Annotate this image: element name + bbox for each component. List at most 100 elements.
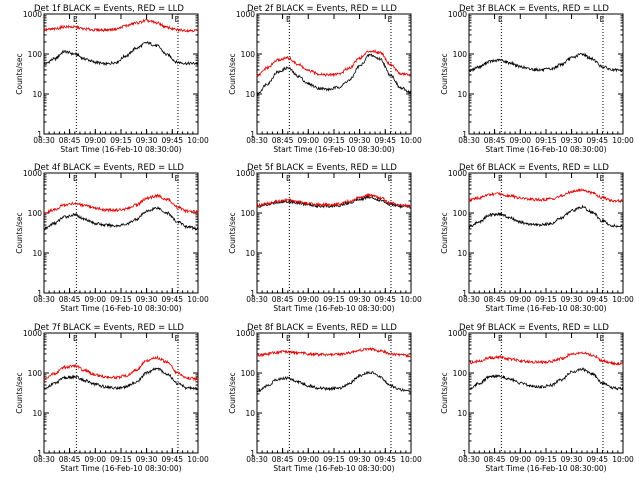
y-axis-label: Counts/sec: [15, 212, 24, 253]
y-tick-label: 10: [457, 249, 467, 258]
x-tick-label: 09:45: [161, 455, 183, 464]
marker-label: E: [498, 334, 503, 343]
x-axis-label: Start Time (16-Feb-10 08:30:00): [485, 145, 606, 154]
x-tick-label: 09:45: [374, 136, 396, 145]
marker-label: E: [498, 174, 503, 183]
x-tick-label: 09:00: [297, 136, 319, 145]
marker-label: E: [600, 15, 605, 24]
x-axis-label: Start Time (16-Feb-10 08:30:00): [273, 145, 394, 154]
x-tick-label: 09:00: [84, 136, 106, 145]
x-tick-label: 09:30: [349, 295, 371, 304]
x-tick-label: 09:45: [586, 295, 608, 304]
x-tick-label: 09:15: [535, 136, 557, 145]
marker-label: E: [600, 334, 605, 343]
y-tick-label: 10: [245, 90, 255, 99]
panel-title: Det 7f BLACK = Events, RED = LLD: [34, 323, 184, 333]
marker-label: E: [73, 15, 78, 24]
plot-frame: [468, 332, 624, 454]
series-line-black: [468, 367, 624, 391]
marker-label: E: [286, 334, 291, 343]
y-axis-label: Counts/sec: [15, 372, 24, 413]
y-tick-label: 100: [241, 50, 256, 59]
x-tick-label: 10:00: [187, 295, 209, 304]
y-tick-label: 1000: [236, 329, 255, 338]
x-tick-label: 09:15: [323, 295, 345, 304]
x-tick-label: 10:00: [187, 455, 209, 464]
y-tick-label: 1: [462, 130, 467, 139]
y-tick-label: 10: [457, 409, 467, 418]
plot-frame: [43, 13, 199, 135]
x-tick-label: 09:00: [84, 295, 106, 304]
series-line-red: [256, 346, 412, 358]
y-tick-label: 1000: [448, 10, 467, 19]
x-tick-label: 09:45: [586, 455, 608, 464]
marker-label: E: [388, 174, 393, 183]
y-tick-label: 10: [32, 249, 42, 258]
x-tick-label: 09:30: [136, 295, 158, 304]
x-tick-label: 09:45: [374, 295, 396, 304]
panel-title: Det 2f BLACK = Events, RED = LLD: [247, 4, 397, 14]
x-tick-label: 09:15: [323, 455, 345, 464]
x-tick-label: 09:30: [561, 295, 583, 304]
x-tick-label: 09:15: [323, 136, 345, 145]
x-tick-label: 09:00: [509, 136, 531, 145]
y-tick-label: 10: [32, 409, 42, 418]
plot-frame: [43, 332, 199, 454]
y-axis-label: Counts/sec: [440, 212, 449, 253]
y-tick-label: 1000: [448, 329, 467, 338]
marker-label: E: [600, 174, 605, 183]
x-tick-label: 08:30: [458, 295, 480, 304]
marker-label: E: [175, 334, 180, 343]
panel-title: Det 9f BLACK = Events, RED = LLD: [459, 323, 609, 333]
marker-label: E: [73, 334, 78, 343]
x-axis-label: Start Time (16-Feb-10 08:30:00): [60, 145, 181, 154]
series-line-black: [43, 205, 199, 231]
marker-label: E: [175, 174, 180, 183]
y-tick-label: 1: [250, 449, 255, 458]
x-tick-label: 08:45: [272, 455, 294, 464]
panel-8: Det 8f BLACK = Events, RED = LLD 1 10 100 10…: [228, 323, 422, 473]
panel-5: Det 5f BLACK = Events, RED = LLD 1 10 100 10…: [228, 163, 422, 313]
x-tick-label: 09:45: [161, 136, 183, 145]
y-axis-label: Counts/sec: [228, 212, 237, 253]
y-tick-label: 100: [28, 50, 43, 59]
x-tick-label: 08:45: [484, 455, 506, 464]
x-tick-label: 10:00: [612, 136, 634, 145]
x-tick-label: 10:00: [400, 455, 422, 464]
y-tick-label: 1: [250, 130, 255, 139]
x-tick-label: 09:15: [535, 455, 557, 464]
x-tick-label: 09:00: [297, 295, 319, 304]
series-line-red: [43, 193, 199, 215]
y-tick-label: 1: [462, 449, 467, 458]
x-tick-label: 09:15: [110, 136, 132, 145]
x-tick-label: 10:00: [612, 295, 634, 304]
plot-frame: [256, 172, 412, 294]
y-tick-label: 100: [241, 369, 256, 378]
y-tick-label: 1000: [23, 169, 42, 178]
y-tick-label: 100: [28, 369, 43, 378]
x-tick-label: 08:30: [246, 455, 268, 464]
x-axis-label: Start Time (16-Feb-10 08:30:00): [485, 304, 606, 313]
y-tick-label: 1: [37, 289, 42, 298]
x-tick-label: 09:00: [84, 455, 106, 464]
x-tick-label: 08:45: [272, 295, 294, 304]
panel-title: Det 6f BLACK = Events, RED = LLD: [459, 163, 609, 173]
x-tick-label: 08:30: [33, 455, 55, 464]
series-line-red: [468, 351, 624, 366]
x-tick-label: 09:30: [136, 136, 158, 145]
y-tick-label: 1000: [236, 10, 255, 19]
x-tick-label: 09:00: [509, 455, 531, 464]
plot-frame: [468, 13, 624, 135]
panel-title: Det 8f BLACK = Events, RED = LLD: [247, 323, 397, 333]
x-tick-label: 08:30: [33, 295, 55, 304]
x-tick-label: 10:00: [187, 136, 209, 145]
panel-9: Det 9f BLACK = Events, RED = LLD 1 10 100 10…: [440, 323, 634, 473]
x-tick-label: 09:15: [535, 295, 557, 304]
y-axis-label: Counts/sec: [228, 53, 237, 94]
plot-frame: [43, 172, 199, 294]
panel-4: Det 4f BLACK = Events, RED = LLD 1 10 100 10…: [15, 163, 209, 313]
marker-label: E: [388, 15, 393, 24]
panel-3: Det 3f BLACK = Events, RED = LLD 1 10 100 10…: [440, 4, 634, 154]
x-tick-label: 09:30: [349, 455, 371, 464]
marker-label: E: [498, 15, 503, 24]
